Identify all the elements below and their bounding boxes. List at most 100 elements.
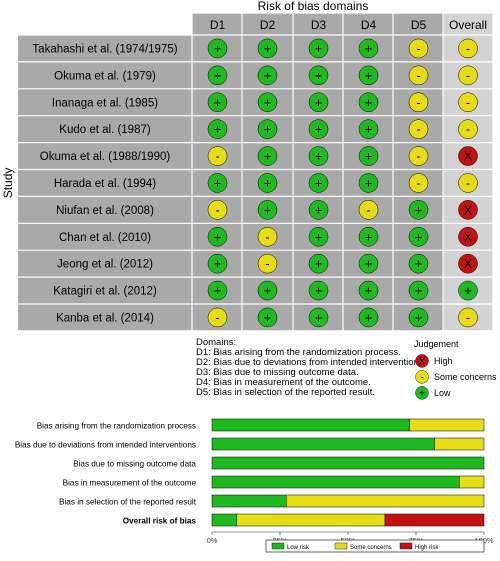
judgement-symbol: + <box>365 229 373 244</box>
row-axis-label: Study <box>1 168 15 199</box>
judgement-symbol: + <box>214 41 222 56</box>
bar-legend-label-low: Low risk <box>287 545 310 551</box>
judgement-some <box>408 38 429 59</box>
judgement-symbol: + <box>415 256 423 271</box>
judgement-symbol: + <box>214 175 222 190</box>
judgement-symbol: + <box>315 68 323 83</box>
judgement-low <box>308 307 329 328</box>
bar-legend-swatch-high <box>399 542 413 550</box>
judgement-symbol: + <box>415 283 423 298</box>
judgement-some <box>207 307 228 328</box>
judgement-some <box>458 173 478 193</box>
judgement-symbol: X <box>464 202 473 217</box>
judgement-some <box>408 65 429 86</box>
study-label: Kudo et al. (1987) <box>59 124 151 136</box>
judgement-symbol: + <box>365 122 373 137</box>
legend-low-icon <box>415 386 429 400</box>
bar-segment-low <box>211 456 485 470</box>
column-header-d1: D1 <box>210 18 226 32</box>
judgement-symbol: + <box>214 283 222 298</box>
judgement-symbol: X <box>464 256 473 271</box>
judgement-symbol: - <box>265 256 269 271</box>
judgement-symbol: - <box>215 149 219 164</box>
judgement-symbol: + <box>315 283 323 298</box>
judgement-symbol: + <box>415 310 423 325</box>
judgement-symbol: + <box>315 202 323 217</box>
judgement-low <box>358 38 379 59</box>
judgement-low <box>358 227 379 247</box>
judgement-symbol: + <box>315 41 323 56</box>
judgement-low <box>207 119 228 139</box>
judgement-symbol: + <box>365 149 373 164</box>
column-header-d2: D2 <box>260 18 276 32</box>
judgement-symbol: + <box>264 283 272 298</box>
judgement-symbol: + <box>264 41 272 56</box>
column-header-d3: D3 <box>311 18 327 32</box>
study-label: Kanba et al. (2014) <box>56 312 154 324</box>
judgement-low <box>257 119 278 139</box>
bar-legend-label-high: High risk <box>415 545 439 551</box>
bar-segment-low <box>211 418 410 432</box>
domain-legend-item: D5: Bias in selection of the reported re… <box>196 387 375 398</box>
judgement-symbol: + <box>214 122 222 137</box>
judgement-symbol: + <box>365 256 373 271</box>
bar-legend-label-some: Some concerns <box>350 545 392 551</box>
column-header-overall: Overall <box>449 18 487 32</box>
judgement-low <box>207 227 228 247</box>
domain-legend-item: D2: Bias due to deviations from intended… <box>196 357 422 368</box>
judgement-low <box>408 280 429 301</box>
bar-segment-low <box>211 437 435 451</box>
study-label: Okuma et al. (1988/1990) <box>40 151 171 163</box>
judgement-some <box>458 92 478 112</box>
judgement-low <box>207 173 228 193</box>
judgement-symbol: + <box>264 202 272 217</box>
bar-segment-low <box>211 494 287 508</box>
judgement-symbol: + <box>315 310 323 325</box>
judgement-symbol: X <box>464 229 473 244</box>
judgement-symbol: + <box>264 149 272 164</box>
judgement-symbol: + <box>365 41 373 56</box>
judgement-symbol: - <box>466 68 470 83</box>
judgement-low <box>207 65 228 86</box>
judgement-high <box>458 146 478 166</box>
legend-label-low: Low <box>434 388 451 398</box>
judgement-low <box>257 173 278 193</box>
judgement-symbol: + <box>264 68 272 83</box>
domain-legend-item: D1: Bias arising from the randomization … <box>196 347 401 358</box>
study-label: Inanaga et al. (1985) <box>52 97 158 109</box>
judgement-symbol: - <box>265 229 269 244</box>
domain-legend-item: D3: Bias due to missing outcome data. <box>196 367 359 378</box>
judgement-some <box>257 253 278 274</box>
bar-category-label: Bias due to missing outcome data <box>73 460 196 469</box>
judgement-low <box>308 146 329 166</box>
judgement-symbol: - <box>466 95 470 110</box>
judgement-low <box>308 200 329 220</box>
judgement-low <box>308 92 329 112</box>
legend-high-icon <box>415 354 429 368</box>
legend-symbol: - <box>420 372 423 383</box>
judgement-low <box>358 65 379 86</box>
bar-legend-swatch-low <box>271 542 285 550</box>
judgement-low <box>408 307 429 328</box>
judgement-symbol: + <box>365 310 373 325</box>
judgement-symbol: + <box>264 310 272 325</box>
judgement-high <box>458 253 478 274</box>
judgement-high <box>458 200 478 220</box>
bar-category-label: Bias arising from the randomization proc… <box>37 422 196 431</box>
bar-segment-high <box>384 513 485 527</box>
judgement-some <box>257 227 278 247</box>
study-label: Katagiri et al. (2012) <box>53 286 157 298</box>
judgement-low <box>257 200 278 220</box>
domains-legend-title: Domains: <box>196 337 236 348</box>
legend-label-some: Some concerns <box>434 372 497 382</box>
judgement-symbol: - <box>466 175 470 190</box>
judgement-low <box>358 173 379 193</box>
header-background <box>192 13 443 35</box>
judgement-low <box>207 92 228 112</box>
judgement-low <box>308 65 329 86</box>
x-tick-label: 0% <box>207 536 218 545</box>
bar-segment-some <box>458 475 485 489</box>
judgement-low <box>257 65 278 86</box>
legend-label-high: High <box>434 356 453 366</box>
judgement-low <box>207 38 228 59</box>
